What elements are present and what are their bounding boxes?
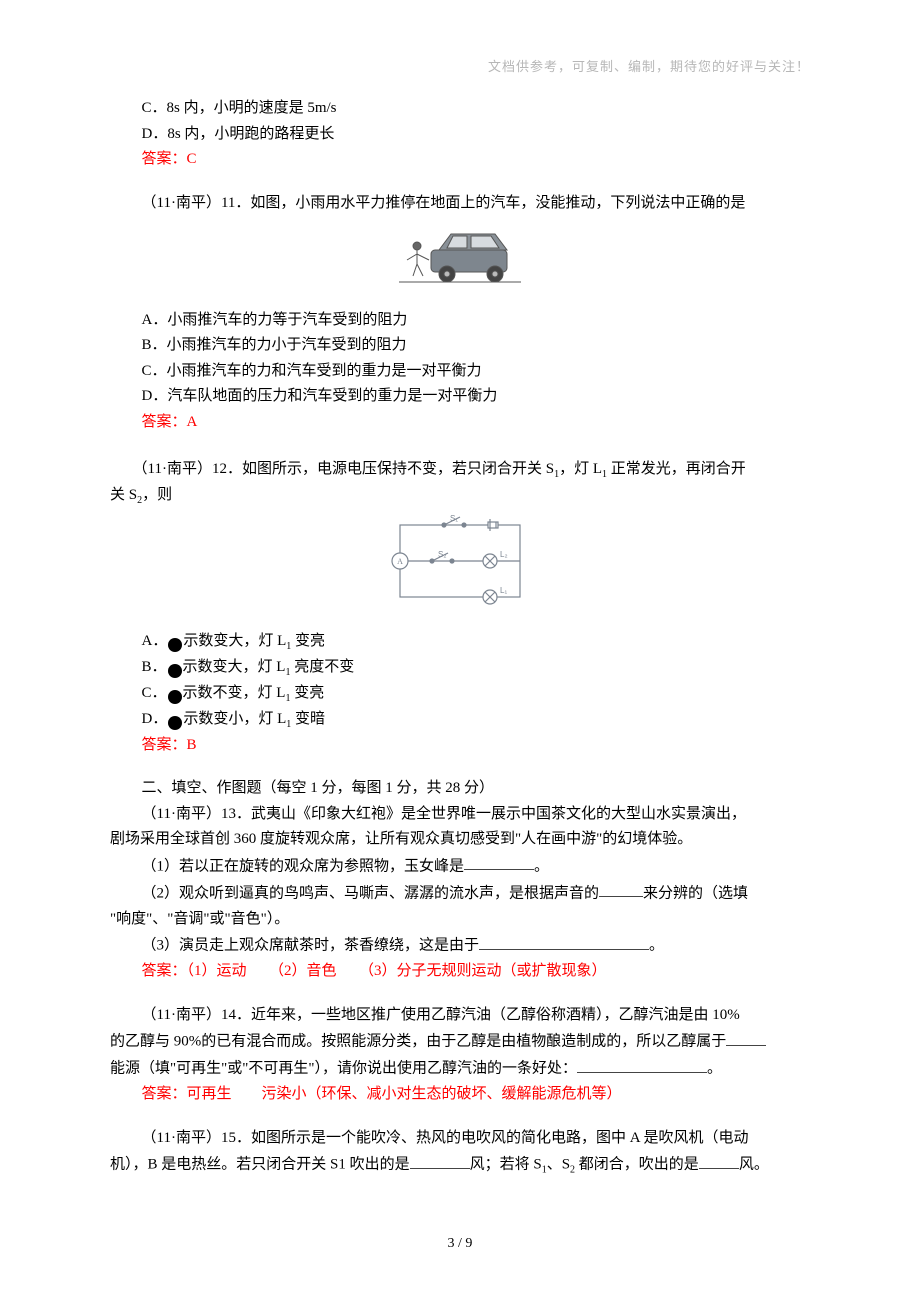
- t: ，则: [142, 487, 172, 503]
- blank: [599, 880, 643, 898]
- t: 风。: [739, 1157, 769, 1173]
- blank: [699, 1151, 739, 1169]
- svg-text:L₂: L₂: [500, 550, 508, 559]
- option-d: D．8s 内，小明跑的路程更长: [110, 122, 810, 148]
- q13-sub2-line1: （2）观众听到逼真的鸟鸣声、马嘶声、潺潺的流水声，是根据声音的 来分辨的（选填: [110, 880, 810, 907]
- blank: [410, 1151, 470, 1169]
- q12-answer: 答案：B: [110, 733, 810, 759]
- svg-text:L₁: L₁: [500, 586, 507, 595]
- answer-value: A: [187, 414, 198, 430]
- answer-label: 答案：: [142, 414, 187, 430]
- t: 示数变小，灯 L: [183, 711, 286, 727]
- answer-value: C: [187, 151, 197, 167]
- q13-line1: （11·南平）13．武夷山《印象大红袍》是全世界唯一展示中国茶文化的大型山水实景…: [110, 802, 810, 828]
- answer-label: 答案：: [142, 151, 187, 167]
- car-svg: [395, 220, 525, 292]
- t: 示数变大，灯 L: [183, 633, 286, 649]
- ammeter-icon: A: [168, 638, 182, 652]
- svg-text:S₂: S₂: [438, 550, 446, 559]
- page: 文档供参考，可复制、编制，期待您的好评与关注！ C．8s 内，小明的速度是 5m…: [0, 0, 920, 1302]
- q12-figure: A S₁ S₂ L₂ L₁: [110, 513, 810, 623]
- svg-text:A: A: [397, 557, 403, 566]
- svg-text:S₁: S₁: [450, 514, 458, 523]
- t: 变暗: [291, 711, 325, 727]
- t: 。: [707, 1061, 722, 1077]
- q11-figure: [110, 220, 810, 302]
- t: 亮度不变: [290, 659, 354, 675]
- t: B．: [142, 659, 167, 675]
- q11-answer: 答案：A: [110, 410, 810, 436]
- t: 示数变大，灯 L: [183, 659, 286, 675]
- t: 都闭合，吹出的是: [575, 1157, 699, 1173]
- q11-a: A．小雨推汽车的力等于汽车受到的阻力: [110, 308, 810, 334]
- t: 来分辨的（选填: [643, 885, 748, 901]
- q11-b: B．小雨推汽车的力小于汽车受到的阻力: [110, 333, 810, 359]
- section-2-title: 二、填空、作图题（每空 1 分，每图 1 分，共 28 分）: [110, 776, 810, 802]
- t: 。: [534, 858, 549, 874]
- t: （1）若以正在旋转的观众席为参照物，玉女峰是: [142, 858, 465, 874]
- q14-line2: 的乙醇与 90%的已有混合而成。按照能源分类，由于乙醇是由植物酿造制成的，所以乙…: [110, 1028, 810, 1055]
- blank: [479, 932, 649, 950]
- q13-line2: 剧场采用全球首创 360 度旋转观众席，让所有观众真切感受到"人在画中游"的幻境…: [110, 827, 810, 853]
- q12-b: B．A示数变大，灯 L1 亮度不变: [110, 655, 810, 681]
- q11-c: C．小雨推汽车的力和汽车受到的重力是一对平衡力: [110, 359, 810, 385]
- ammeter-icon: A: [168, 664, 182, 678]
- q11-stem: （11·南平）11．如图，小雨用水平力推停在地面上的汽车，没能推动，下列说法中正…: [110, 191, 810, 217]
- t: 风；若将 S: [470, 1157, 542, 1173]
- q15-line1: （11·南平）15．如图所示是一个能吹冷、热风的电吹风的简化电路，图中 A 是吹…: [110, 1126, 810, 1152]
- t: 能源（填"可再生"或"不可再生"），请你说出使用乙醇汽油的一条好处：: [110, 1061, 577, 1077]
- q13-answer: 答案：（1）运动 （2）音色 （3）分子无规则运动（或扩散现象）: [110, 959, 810, 985]
- t: （3）演员走上观众席献茶时，茶香缭绕，这是由于: [142, 938, 480, 954]
- t: （2）观众听到逼真的鸟鸣声、马嘶声、潺潺的流水声，是根据声音的: [142, 885, 600, 901]
- t: 。: [649, 938, 664, 954]
- t: D．: [142, 711, 168, 727]
- t: （11·南平）12．如图所示，电源电压保持不变，若只闭合开关 S: [140, 461, 554, 477]
- q12-stem-line2: 关 S2，则: [110, 483, 810, 509]
- q12-a: A．A示数变大，灯 L1 变亮: [110, 629, 810, 655]
- q14-line3: 能源（填"可再生"或"不可再生"），请你说出使用乙醇汽油的一条好处： 。: [110, 1055, 810, 1082]
- q13-sub2-line2: "响度"、"音调"或"音色"）。: [110, 907, 810, 933]
- t: 正常发光，再闭合开: [607, 461, 746, 477]
- blank: [577, 1055, 707, 1073]
- q15-line2: 机），B 是电热丝。若只闭合开关 S1 吹出的是风；若将 S1、S2 都闭合，吹…: [110, 1151, 810, 1179]
- t: 机），B 是电热丝。若只闭合开关 S1 吹出的是: [110, 1157, 410, 1173]
- q13-sub3: （3）演员走上观众席献茶时，茶香缭绕，这是由于 。: [110, 932, 810, 959]
- ammeter-icon: A: [168, 690, 182, 704]
- t: 关 S: [110, 487, 137, 503]
- t: C．: [142, 685, 167, 701]
- answer-label: 答案：: [142, 737, 187, 753]
- option-c: C．8s 内，小明的速度是 5m/s: [110, 96, 810, 122]
- q13-sub1: （1）若以正在旋转的观众席为参照物，玉女峰是 。: [110, 853, 810, 880]
- t: ，灯 L: [559, 461, 602, 477]
- t: 示数不变，灯 L: [183, 685, 286, 701]
- blank: [726, 1028, 766, 1046]
- t: 、S: [547, 1157, 570, 1173]
- q14-line1: （11·南平）14．近年来，一些地区推广使用乙醇汽油（乙醇俗称酒精），乙醇汽油是…: [110, 1003, 810, 1029]
- q12-stem: （11·南平）12．如图所示，电源电压保持不变，若只闭合开关 S1，灯 L1 正…: [110, 457, 810, 483]
- circuit-svg: A S₁ S₂ L₂ L₁: [390, 513, 530, 613]
- ammeter-icon: A: [168, 716, 182, 730]
- q12-d: D．A示数变小，灯 L1 变暗: [110, 707, 810, 733]
- q14-answer: 答案：可再生 污染小（环保、减小对生态的破坏、缓解能源危机等）: [110, 1082, 810, 1108]
- t: A．: [142, 633, 168, 649]
- page-number: 3 / 9: [0, 1232, 920, 1256]
- q12-c: C．A示数不变，灯 L1 变亮: [110, 681, 810, 707]
- t: 变亮: [290, 685, 324, 701]
- t: 的乙醇与 90%的已有混合而成。按照能源分类，由于乙醇是由植物酿造制成的，所以乙…: [110, 1034, 726, 1050]
- doc-header-watermark: 文档供参考，可复制、编制，期待您的好评与关注！: [110, 56, 810, 78]
- t: 变亮: [291, 633, 325, 649]
- q11-d: D．汽车队地面的压力和汽车受到的重力是一对平衡力: [110, 384, 810, 410]
- answer-line: 答案：C: [110, 147, 810, 173]
- blank: [464, 853, 534, 871]
- answer-value: B: [187, 737, 197, 753]
